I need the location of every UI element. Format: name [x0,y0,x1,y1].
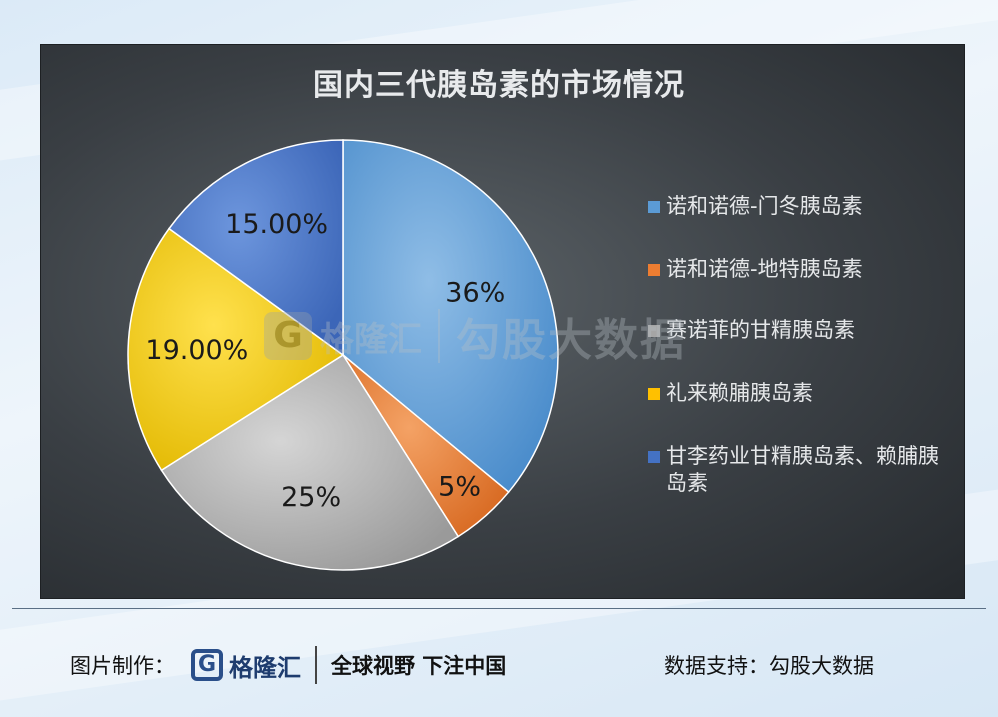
data-support: 数据支持：勾股大数据 [664,645,874,685]
legend-swatch [648,388,660,400]
pie-slice [160,353,460,571]
legend-swatch [648,451,660,463]
legend-label: 赛诺菲的甘精胰岛素 [666,318,855,342]
legend-label: 甘李药业甘精胰岛素、赖脯胰岛素 [666,444,939,495]
logo-divider [315,646,317,684]
pie-slice [127,227,345,472]
slice-data-label: 5% [438,472,481,503]
slice-data-label: 25% [281,482,341,513]
data-support-text: 数据支持：勾股大数据 [664,654,874,678]
legend-swatch [648,201,660,213]
logo-name: 格隆汇 [229,653,301,682]
legend-swatch [648,325,660,337]
legend-swatch [648,264,660,276]
slogan: 全球视野 下注中国 [331,654,507,678]
pie-slice [342,139,559,494]
legend-label: 诺和诺德-门冬胰岛素 [666,194,863,218]
legend-label: 诺和诺德-地特胰岛素 [666,257,863,281]
footer-divider [12,608,986,609]
legend-item: 诺和诺德-地特胰岛素 [648,256,956,283]
made-by-label: 图片制作： [70,654,175,678]
legend-item: 甘李药业甘精胰岛素、赖脯胰岛素 [648,443,956,497]
legend-item: 诺和诺德-门冬胰岛素 [648,193,956,220]
slice-data-label: 36% [445,277,505,308]
legend-label: 礼来赖脯胰岛素 [666,381,813,405]
footer-credit: 图片制作： G 格隆汇 全球视野 下注中国 [70,645,506,685]
legend-item: 礼来赖脯胰岛素 [648,380,956,407]
pie-slice [168,139,344,357]
slice-data-label: 15.00% [225,209,328,240]
gelonghui-logo-icon: G [191,649,223,681]
legend-item: 赛诺菲的甘精胰岛素 [648,317,956,344]
slice-data-label: 19.00% [145,335,248,366]
chart-title: 国内三代胰岛素的市场情况 [313,68,685,103]
